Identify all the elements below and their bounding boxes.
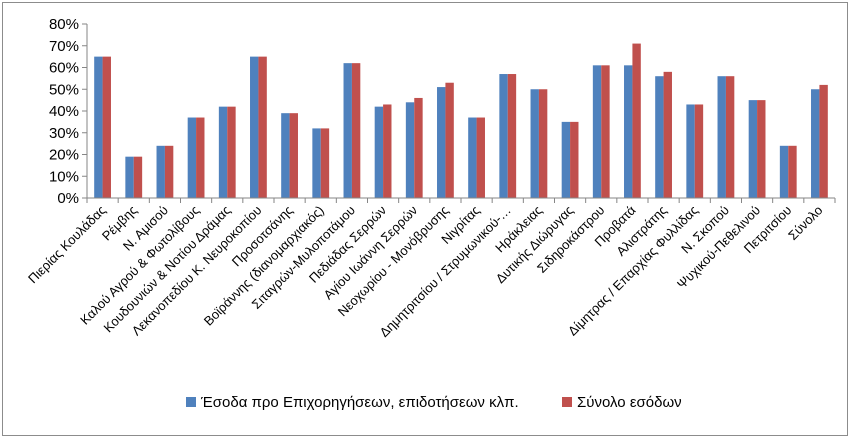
bar-series1-24 [811,89,820,198]
bar-series2-11 [414,97,423,198]
bar-series2-9 [351,63,361,199]
bar-series2-7 [289,113,298,198]
bar-series1-15 [530,89,539,198]
bar-series2-13 [476,117,485,198]
bar-series2-17 [601,65,610,198]
y-tick-label: 40% [49,103,79,120]
bar-series1-9 [343,63,352,199]
bar-series2-21 [725,76,735,198]
bar-series2-15 [538,89,548,198]
bar-series1-3 [156,145,165,198]
bar-series2-19 [663,71,672,198]
y-axis: 0% 10% 20% 30% 40% 50% 60% 70% 80% [49,16,88,207]
bar-series2-5 [227,106,236,198]
bar-series2-1 [102,56,111,198]
bar-series2-2 [133,156,143,198]
bar-series1-4 [187,117,197,198]
bar-series2-6 [258,56,267,198]
legend-label-2: Σύνολο εσόδων [577,394,682,411]
bar-series1-20 [686,104,695,198]
bar-series1-6 [250,56,259,198]
bar-series2-8 [320,128,330,198]
legend-swatch-1 [186,397,196,407]
bar-series1-7 [281,113,290,198]
y-tick-label: 10% [49,168,79,185]
y-tick-label: 70% [49,38,79,55]
bar-series1-1 [94,56,103,198]
bar-series1-23 [779,145,789,198]
legend-swatch-2 [562,397,572,407]
legend: Έσοδα προ Επιχορηγήσεων, επιδοτήσεων κλπ… [186,394,682,411]
series-1 [94,56,820,199]
bar-series2-20 [694,104,704,198]
legend-label-1: Έσοδα προ Επιχορηγήσεων, επιδοτήσεων κλπ… [200,394,519,411]
y-tick-label: 60% [49,60,79,77]
bar-series1-11 [405,102,415,198]
bar-chart: 0% 10% 20% 30% 40% 50% 60% 70% 80% Πιερίας Κουλά… [25,16,836,411]
bar-series1-8 [312,128,321,198]
bar-series1-12 [437,87,446,198]
y-tick-label: 50% [49,81,79,98]
bar-series1-17 [592,65,602,198]
bar-series2-22 [757,100,766,198]
bar-series1-18 [624,65,633,198]
bar-series2-3 [164,145,174,198]
bar-series1-5 [218,106,228,198]
bar-series2-16 [570,121,579,198]
y-tick-label: 0% [57,190,79,207]
bar-series2-12 [445,82,454,198]
bar-series2-10 [383,104,392,198]
bar-series1-21 [717,76,726,198]
bar-series2-14 [507,74,517,198]
plot-area [94,43,828,199]
bar-series2-23 [788,145,797,198]
bar-series2-18 [632,43,641,199]
bar-series1-14 [499,74,508,198]
x-tick-label: Πιερίας Κουλάδας [25,203,109,287]
y-tick-label: 20% [49,147,79,164]
bar-series1-10 [374,106,384,198]
bar-series1-2 [125,156,134,198]
bar-series2-24 [819,84,828,198]
series-2 [102,43,828,199]
bar-series1-19 [655,76,664,198]
x-tick-label: Σύνολο [785,203,825,243]
y-tick-label: 30% [49,125,79,142]
bar-series1-22 [748,100,758,198]
bar-series2-4 [196,117,205,198]
bar-series1-16 [561,121,571,198]
bar-series1-13 [468,117,477,198]
y-tick-label: 80% [49,16,79,33]
